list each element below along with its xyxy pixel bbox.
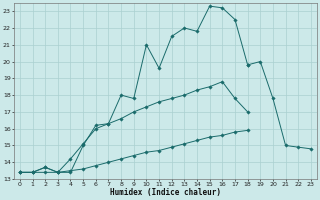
X-axis label: Humidex (Indice chaleur): Humidex (Indice chaleur)	[110, 188, 221, 197]
